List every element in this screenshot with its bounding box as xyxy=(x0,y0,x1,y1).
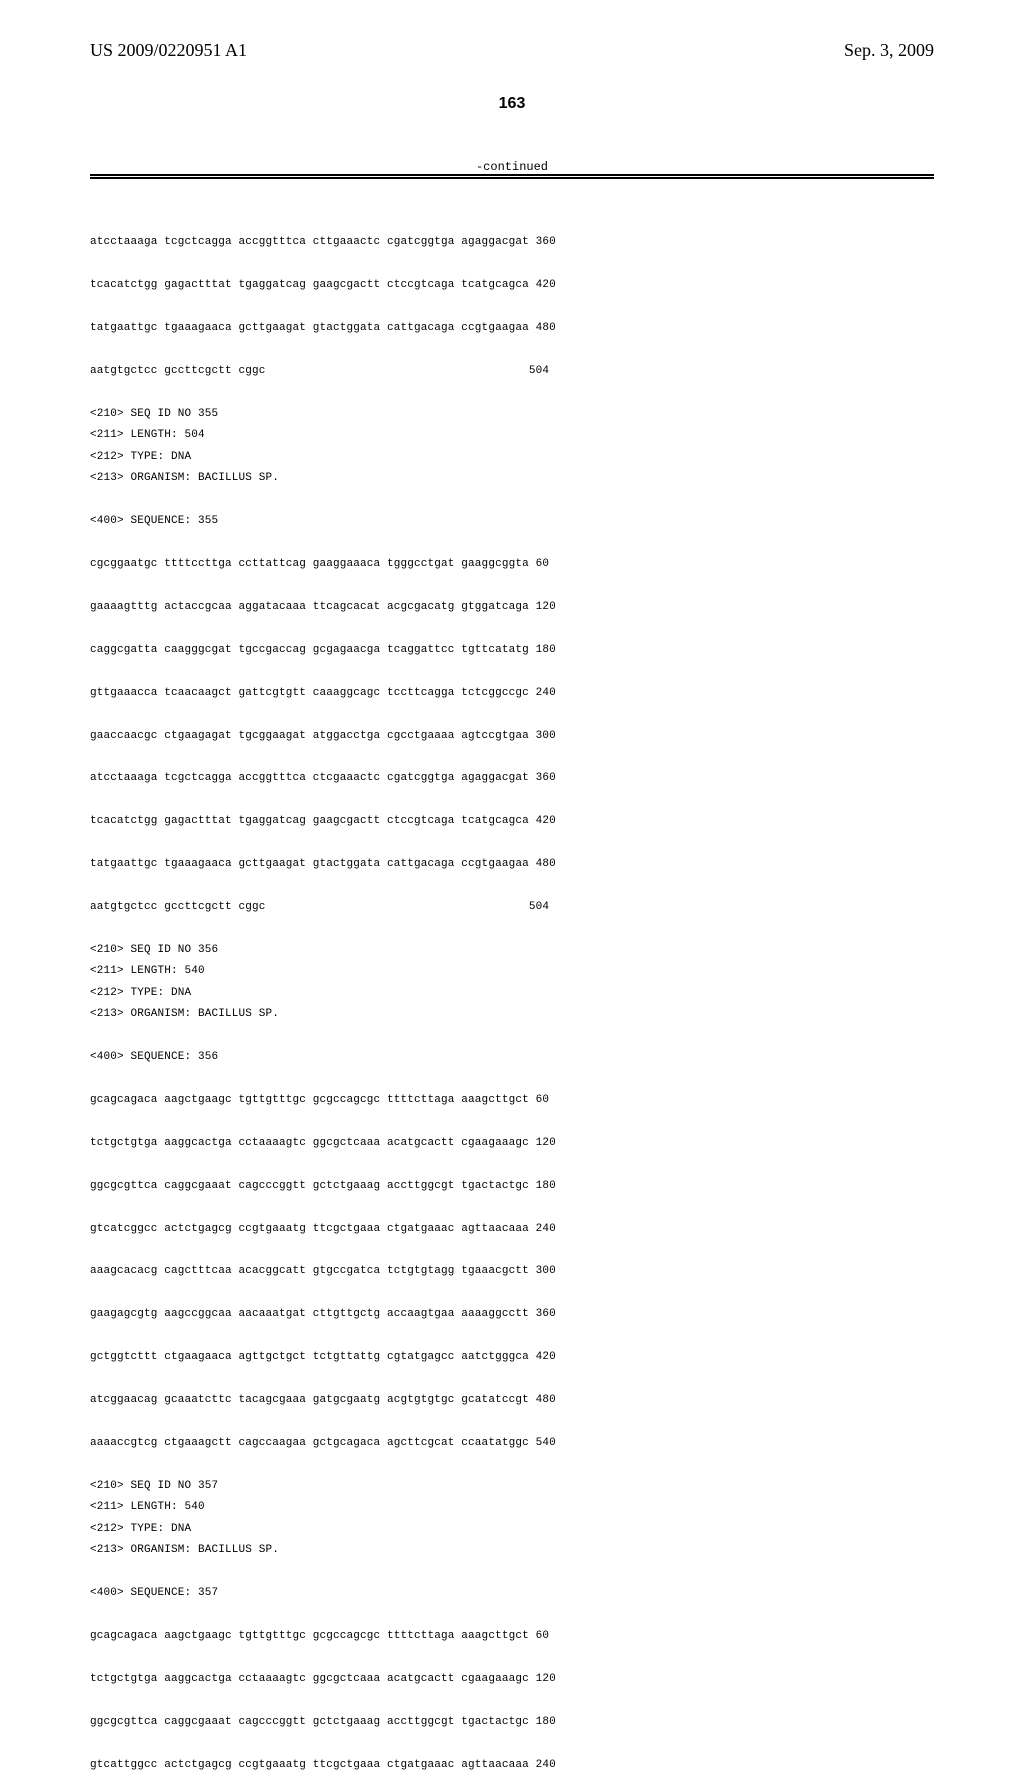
patent-number: US 2009/0220951 A1 xyxy=(90,40,247,61)
rule-bottom xyxy=(90,177,934,179)
sequence-listing: atcctaaaga tcgctcagga accggtttca cttgaaa… xyxy=(90,211,934,1776)
continued-label: -continued xyxy=(0,160,1024,174)
page-number: 163 xyxy=(0,95,1024,113)
publication-date: Sep. 3, 2009 xyxy=(844,40,934,61)
rule-top xyxy=(90,174,934,176)
